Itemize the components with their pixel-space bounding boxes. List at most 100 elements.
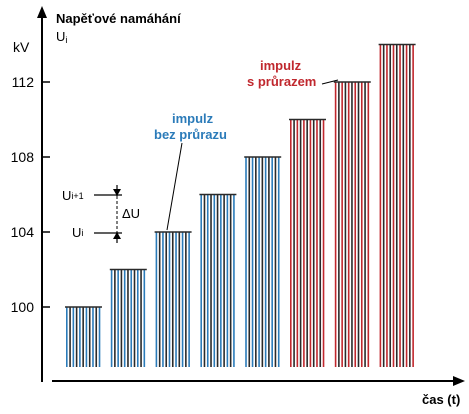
impulse-stripe: [130, 269, 133, 367]
impulse-bars: [65, 43, 416, 367]
impulse-stripe: [92, 307, 94, 367]
impulse-stripe: [303, 119, 305, 367]
impulse-group-no-breakdown: [244, 156, 282, 367]
impulse-stripe: [220, 194, 222, 367]
breakdown-annotation: impulz s průrazem: [247, 58, 339, 89]
impulse-stripe: [127, 269, 129, 367]
impulse-group-breakdown: [378, 43, 416, 367]
impulse-stripe: [409, 44, 411, 367]
impulse-stripe: [162, 232, 164, 367]
impulse-stripe: [299, 119, 302, 367]
impulse-stripe: [402, 44, 405, 367]
breakdown-pointer: [321, 79, 339, 85]
impulse-stripe: [178, 232, 181, 367]
impulse-stripe: [316, 119, 318, 367]
impulse-stripe: [72, 307, 75, 367]
impulse-stripe: [206, 194, 209, 367]
impulse-stripe: [357, 82, 360, 367]
impulse-stripe: [399, 44, 401, 367]
delta-u-label: ΔU: [122, 206, 140, 221]
impulse-stripe: [133, 269, 136, 367]
impulse-stripe: [168, 232, 171, 367]
impulse-stripe: [264, 157, 267, 367]
impulse-stripe: [123, 269, 126, 367]
impulse-stripe: [306, 119, 308, 367]
impulse-stripe: [322, 119, 325, 367]
impulse-stripe: [334, 82, 337, 367]
impulse-stripe: [75, 307, 78, 367]
impulse-stripe: [271, 157, 273, 367]
impulse-stripe: [88, 307, 91, 367]
impulse-stripe: [277, 157, 280, 367]
y-axis-symbol: Ui: [56, 29, 67, 45]
impulse-stripe: [338, 82, 340, 367]
delta-u-annotation: Ui+1 Ui ΔU: [62, 185, 140, 243]
x-axis-arrow-icon: [453, 376, 465, 386]
impulse-stripe: [233, 194, 235, 367]
impulse-stripe: [185, 232, 187, 367]
impulse-stripe: [341, 82, 343, 367]
impulse-stripe: [248, 157, 251, 367]
impulse-stripe: [261, 157, 264, 367]
impulse-stripe: [268, 157, 270, 367]
impulse-stripe: [155, 232, 158, 367]
impulse-stripe: [210, 194, 212, 367]
impulse-stripe: [85, 307, 88, 367]
impulse-stripe: [412, 44, 414, 367]
impulse-stripe: [245, 157, 247, 367]
impulse-stripe: [158, 232, 161, 367]
impulse-stripe: [274, 157, 277, 367]
impulse-stripe: [79, 307, 81, 367]
impulse-stripe: [120, 269, 123, 367]
delta-u-bottom-arrowhead-icon: [113, 232, 121, 239]
no-breakdown-annotation: impulz bez průrazu: [154, 111, 227, 231]
impulse-stripe: [382, 44, 385, 367]
impulse-stripe: [293, 119, 295, 367]
impulse-stripe: [364, 82, 366, 367]
impulse-stripe: [82, 307, 84, 367]
impulse-stripe: [405, 44, 408, 367]
no-breakdown-label-line1: impulz: [172, 111, 214, 126]
impulse-stripe: [354, 82, 357, 367]
impulse-stripe: [389, 44, 392, 367]
impulse-stripe: [143, 269, 146, 367]
impulse-group-no-breakdown: [65, 306, 102, 367]
impulse-stripe: [347, 82, 350, 367]
impulse-stripe: [110, 269, 113, 367]
impulse-group-no-breakdown: [109, 268, 147, 367]
impulse-stripe: [216, 194, 219, 367]
impulse-stripe: [319, 119, 322, 367]
impulse-stripe: [181, 232, 184, 367]
x-axis-label: čas (t): [422, 392, 460, 407]
impulse-stripe: [188, 232, 190, 367]
impulse-stripe: [258, 157, 260, 367]
impulse-stripe: [140, 269, 142, 367]
impulse-stripe: [136, 269, 139, 367]
impulse-stripe: [344, 82, 347, 367]
ui-label: Ui: [72, 225, 83, 240]
y-tick-label: 100: [11, 299, 35, 315]
y-tick-label: 112: [12, 74, 35, 90]
impulse-stripe: [203, 194, 206, 367]
impulse-stripe: [213, 194, 216, 367]
impulse-stripe: [296, 119, 299, 367]
impulse-group-breakdown: [289, 118, 326, 367]
impulse-stripe: [175, 232, 177, 367]
impulse-stripe: [395, 44, 398, 367]
y-axis-ticks: 100 104 108 112: [11, 74, 50, 315]
impulse-group-no-breakdown: [199, 193, 237, 367]
no-breakdown-pointer: [166, 142, 183, 231]
breakdown-label-line2: s průrazem: [247, 74, 316, 89]
impulse-stripe: [69, 307, 71, 367]
no-breakdown-label-line2: bez průrazu: [154, 127, 227, 142]
impulse-stripe: [98, 307, 101, 367]
impulse-group-breakdown: [333, 81, 371, 367]
impulse-stripe: [114, 269, 116, 367]
impulse-stripe: [255, 157, 257, 367]
delta-u-top-arrowhead-icon: [113, 189, 121, 196]
impulse-stripe: [360, 82, 363, 367]
impulse-stripe: [386, 44, 388, 367]
impulse-stripe: [223, 194, 225, 367]
breakdown-label-line1: impulz: [260, 58, 302, 73]
